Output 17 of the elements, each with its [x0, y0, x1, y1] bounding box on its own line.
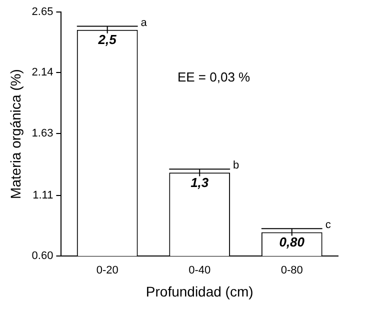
y-tick-label: 2.14 — [32, 66, 54, 79]
y-axis-title: Materia orgánica (%) — [7, 69, 24, 199]
x-axis-title: Profundidad (cm) — [146, 283, 254, 300]
annotation: c — [325, 219, 332, 232]
x-tick-label: 0-20 — [96, 264, 118, 277]
x-tick-label: 0-40 — [188, 264, 211, 277]
annotation: b — [233, 160, 240, 172]
data-label: 0,80 — [279, 234, 306, 250]
annotation: a — [140, 16, 148, 29]
y-tick-label: 2.65 — [32, 6, 54, 18]
x-tick-label: 0-80 — [280, 264, 303, 277]
annotation: EE = 0,03 % — [177, 69, 251, 84]
y-tick-label: 1.11 — [32, 189, 54, 202]
data-label: 1,3 — [190, 174, 210, 190]
data-label: 2,5 — [97, 32, 118, 47]
y-tick-label: 0.60 — [32, 250, 54, 262]
y-tick-label: 1.63 — [32, 127, 54, 140]
